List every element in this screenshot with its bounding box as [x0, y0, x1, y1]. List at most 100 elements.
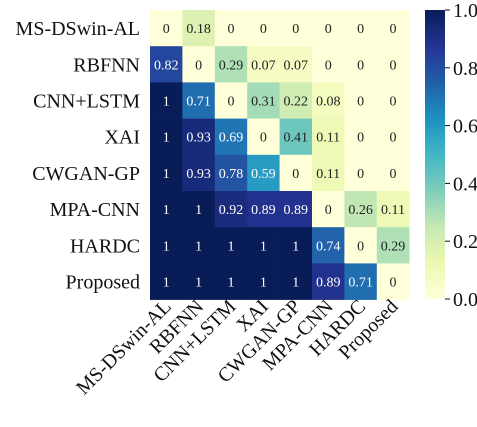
cell-value-label: 0.11 — [381, 203, 405, 218]
heatmap-cell — [376, 154, 410, 192]
heatmap-cell — [376, 227, 410, 264]
cell-value-label: 0 — [292, 22, 299, 37]
heatmap-cell — [150, 10, 183, 47]
cell-value-label: 0 — [357, 95, 364, 110]
heatmap-cell — [279, 154, 313, 192]
heatmap-cell — [247, 118, 280, 156]
heatmap-cell — [344, 191, 378, 228]
heatmap-cell — [279, 191, 313, 228]
cell-value-label: 0.69 — [219, 131, 244, 146]
heatmap-cell — [279, 263, 313, 300]
heatmap-cell — [376, 10, 410, 47]
heatmap-cell — [344, 263, 378, 300]
heatmap-cell — [150, 118, 183, 156]
heatmap-cell — [182, 227, 216, 264]
heatmap-cell — [344, 82, 378, 119]
heatmap-cell — [182, 154, 216, 192]
cell-value-label: 1 — [163, 276, 170, 291]
heatmap-cell — [214, 191, 248, 228]
cell-value-label: 0.78 — [219, 167, 244, 182]
cell-value-label: 0.59 — [251, 167, 276, 182]
cell-value-label: 0 — [390, 131, 397, 146]
heatmap-cell — [376, 82, 410, 119]
heatmap-cell — [279, 46, 313, 83]
cell-value-label: 0.71 — [348, 276, 373, 291]
heatmap-cell — [279, 227, 313, 264]
heatmap-cell — [376, 46, 410, 83]
heatmap-cell — [150, 82, 183, 119]
heatmap-cell — [312, 154, 345, 192]
cell-value-label: 1 — [195, 276, 202, 291]
cell-value-label: 0.89 — [251, 203, 276, 218]
heatmap-cell — [247, 46, 280, 83]
heatmap-cell — [312, 191, 345, 228]
cell-value-label: 0 — [390, 276, 397, 291]
cell-value-label: 1 — [260, 276, 267, 291]
colorbar-tick-label: 0.8 — [453, 58, 477, 80]
heatmap-cell — [150, 227, 183, 264]
cell-value-label: 0.22 — [284, 95, 309, 110]
cell-value-label: 0.71 — [186, 95, 211, 110]
cell-value-label: 0 — [195, 58, 202, 73]
cell-value-label: 1 — [292, 276, 299, 291]
heatmap-cell — [344, 118, 378, 156]
cell-value-label: 0.29 — [219, 58, 244, 73]
cell-value-label: 1 — [163, 131, 170, 146]
heatmap-cell — [344, 46, 378, 83]
heatmap-cell — [312, 263, 345, 300]
heatmap-cell — [376, 263, 410, 300]
heatmap-cell — [344, 154, 378, 192]
cell-value-label: 0.41 — [284, 131, 309, 146]
cell-value-label: 0.08 — [316, 95, 341, 110]
row-label: XAI — [104, 127, 140, 149]
heatmap-cell — [182, 191, 216, 228]
cell-value-label: 0.92 — [219, 203, 244, 218]
cell-value-label: 0 — [390, 22, 397, 37]
heatmap-cell — [344, 10, 378, 47]
row-labels: MS-DSwin-AL RBFNN CNN+LSTM XAI CWGAN-GP MPA-C… — [16, 18, 141, 293]
row-label: RBFNN — [73, 54, 140, 76]
cell-value-label: 0 — [390, 58, 397, 73]
cell-value-label: 1 — [260, 239, 267, 254]
cell-value-label: 0 — [228, 95, 235, 110]
heatmap-cell — [376, 118, 410, 156]
heatmap-cell — [279, 10, 313, 47]
heatmap-cell — [182, 82, 216, 119]
colorbar — [425, 10, 445, 299]
heatmap-cell — [247, 10, 280, 47]
column-labels: MS-DSwin-ALRBFNNCNN+LSTMXAICWGAN-GPMPA-C… — [72, 295, 402, 399]
row-label: HARDC — [70, 235, 140, 257]
cell-value-label: 0.07 — [251, 58, 276, 73]
heatmap-cell — [182, 46, 216, 83]
heatmap-cell — [312, 227, 345, 264]
heatmap-cell — [312, 46, 345, 83]
cell-value-label: 0 — [325, 22, 332, 37]
heatmap-cells: 0 0.18 0 0 0 0 0 0 0.82 0 0.29 0.07 0.07 0 0 0 1 0.71 0 0.3… — [150, 10, 410, 300]
heatmap-cell — [150, 263, 183, 300]
heatmap-cell — [312, 10, 345, 47]
heatmap-cell — [247, 227, 280, 264]
heatmap-cell — [214, 82, 248, 119]
cell-value-label: 0.82 — [154, 58, 179, 73]
cell-value-label: 0 — [325, 58, 332, 73]
cell-value-label: 0.74 — [316, 239, 341, 254]
cell-value-label: 0 — [228, 22, 235, 37]
heatmap-cell — [376, 191, 410, 228]
heatmap-cell — [150, 191, 183, 228]
cell-value-label: 1 — [163, 203, 170, 218]
cell-value-label: 1 — [228, 276, 235, 291]
heatmap-cell — [182, 263, 216, 300]
cell-value-label: 0 — [357, 58, 364, 73]
cell-value-label: 0 — [390, 95, 397, 110]
heatmap-cell — [247, 82, 280, 119]
cell-value-label: 0.11 — [316, 167, 340, 182]
cell-value-label: 0.93 — [186, 131, 211, 146]
cell-value-label: 0.89 — [284, 203, 309, 218]
colorbar-tick-label: 0.0 — [453, 289, 477, 311]
row-label: Proposed — [66, 272, 140, 294]
heatmap-cell — [182, 118, 216, 156]
row-label: CNN+LSTM — [33, 91, 140, 113]
cell-value-label: 1 — [228, 239, 235, 254]
colorbar-ticks: 0.0 0.2 0.4 0.6 0.8 1.0 — [445, 0, 477, 311]
